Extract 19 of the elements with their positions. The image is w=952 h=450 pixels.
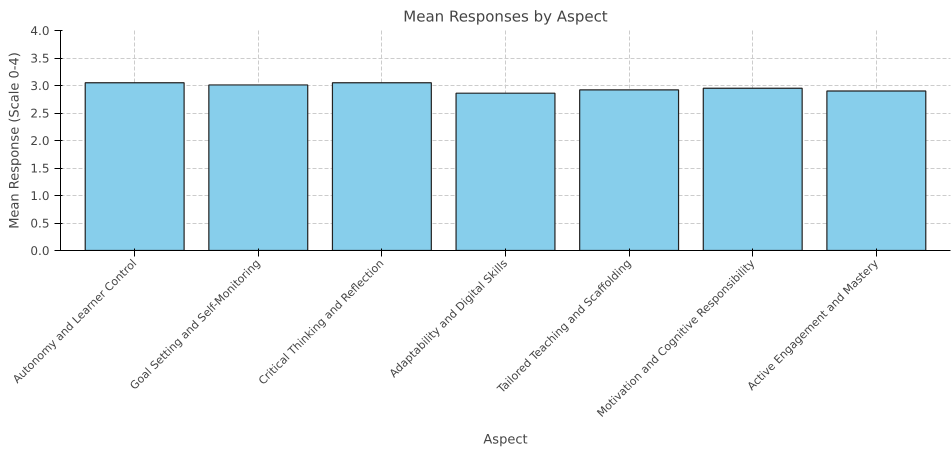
- y-tick-label: 0.0: [30, 244, 50, 258]
- y-tick-label: 4.0: [30, 24, 50, 38]
- chart-title: Mean Responses by Aspect: [403, 8, 608, 26]
- bar: [208, 84, 308, 250]
- bar: [702, 88, 803, 250]
- bar: [332, 82, 432, 250]
- y-tick-label: 0.5: [30, 216, 50, 230]
- y-axis-title: Mean Response (Scale 0-4): [7, 52, 22, 229]
- bar: [579, 89, 680, 250]
- bar: [455, 92, 556, 250]
- y-tick-label: 2.5: [30, 106, 50, 120]
- y-tick-label: 2.0: [30, 134, 50, 148]
- y-tick-label: 3.5: [30, 52, 50, 66]
- y-tick-label: 3.0: [30, 79, 50, 93]
- bar: [826, 90, 926, 250]
- y-tick-label: 1.5: [30, 162, 50, 176]
- y-tick-label: 1.0: [30, 189, 50, 203]
- x-axis-title: Aspect: [483, 432, 528, 448]
- bar: [84, 82, 185, 250]
